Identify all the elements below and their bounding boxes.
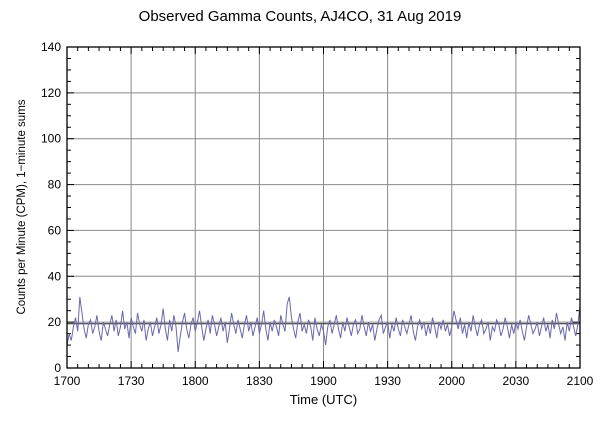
y-tick-label: 40 [48, 269, 62, 283]
y-tick-label: 60 [48, 223, 62, 237]
gamma-counts-line [66, 296, 581, 353]
x-tick-label: 1930 [374, 374, 401, 388]
x-tick-label: 2030 [503, 374, 530, 388]
y-tick-label: 140 [41, 40, 61, 54]
x-tick-label: 2000 [438, 374, 465, 388]
plot-frame [66, 46, 581, 369]
x-tick-label: 1730 [118, 374, 145, 388]
y-tick-label: 0 [54, 361, 61, 375]
y-tick-label: 120 [41, 86, 61, 100]
y-tick-label: 100 [41, 132, 61, 146]
x-tick-label: 1800 [182, 374, 209, 388]
x-tick-label: 1900 [310, 374, 337, 388]
x-tick-label: 1700 [54, 374, 81, 388]
y-tick-label: 20 [48, 315, 62, 329]
x-tick-label: 1830 [246, 374, 273, 388]
x-axis-title: Time (UTC) [289, 392, 358, 407]
x-tick-label: 2100 [567, 374, 594, 388]
y-tick-label: 80 [48, 178, 62, 192]
chart-title: Observed Gamma Counts, AJ4CO, 31 Aug 201… [138, 8, 462, 25]
